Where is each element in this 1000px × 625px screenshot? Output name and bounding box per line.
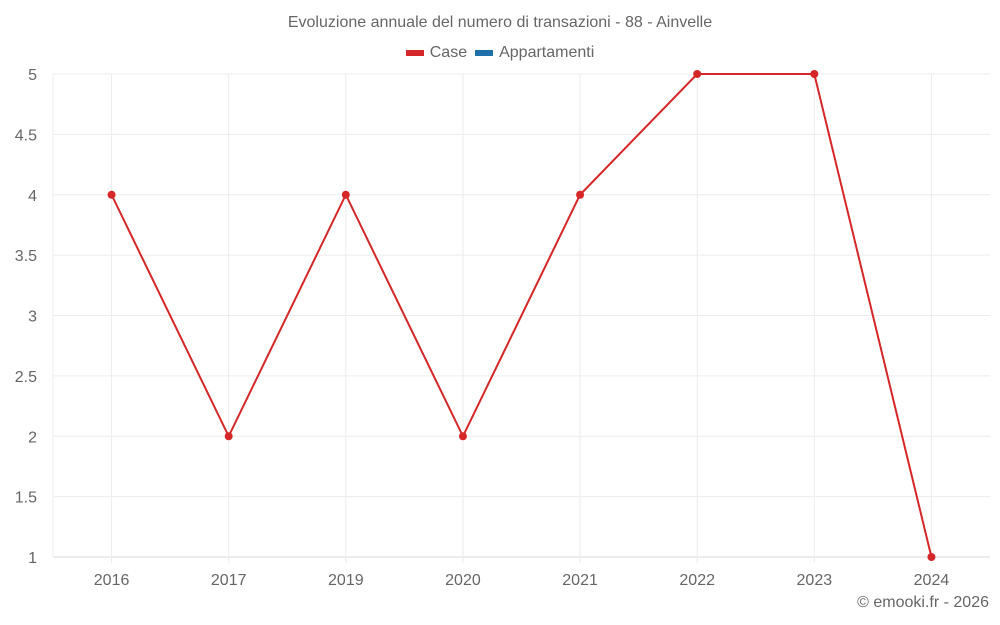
y-tick-label: 5 [28,67,37,84]
data-point[interactable] [927,553,936,561]
data-point[interactable] [810,70,819,78]
x-tick-label: 2022 [679,572,715,589]
y-tick-label: 2.5 [15,369,37,386]
x-tick-label: 2017 [211,572,247,589]
x-tick-label: 2023 [797,572,833,589]
credit-text: © emooki.fr - 2026 [857,594,989,611]
x-tick-label: 2024 [914,572,950,589]
x-tick-label: 2021 [562,572,598,589]
y-tick-label: 4 [28,188,37,205]
y-tick-label: 3 [28,309,37,326]
legend-label-case: Case [429,44,468,61]
legend-label-appartamenti: Appartamenti [499,44,595,61]
chart-title: Evoluzione annuale del numero di transaz… [287,14,713,31]
y-tick-label: 2 [28,429,37,446]
y-tick-label: 4.5 [15,127,37,144]
legend-swatch-case [405,50,424,56]
x-tick-label: 2019 [328,572,364,589]
data-point[interactable] [224,432,233,441]
data-point[interactable] [576,190,585,199]
x-tick-label: 2020 [445,572,481,589]
x-tick-label: 2016 [94,572,130,589]
legend: Case Appartamenti [0,44,1000,62]
y-tick-label: 1.5 [15,490,37,507]
data-point[interactable] [693,70,702,78]
legend-swatch-appartamenti [475,50,494,56]
legend-item-appartamenti[interactable]: Appartamenti [475,44,594,62]
data-point[interactable] [107,190,116,199]
series-line-case [110,73,933,558]
data-point[interactable] [458,432,467,441]
data-point[interactable] [341,190,350,199]
y-tick-label: 1 [28,550,37,567]
legend-item-case[interactable]: Case [405,44,468,62]
y-tick-label: 3.5 [15,248,37,265]
